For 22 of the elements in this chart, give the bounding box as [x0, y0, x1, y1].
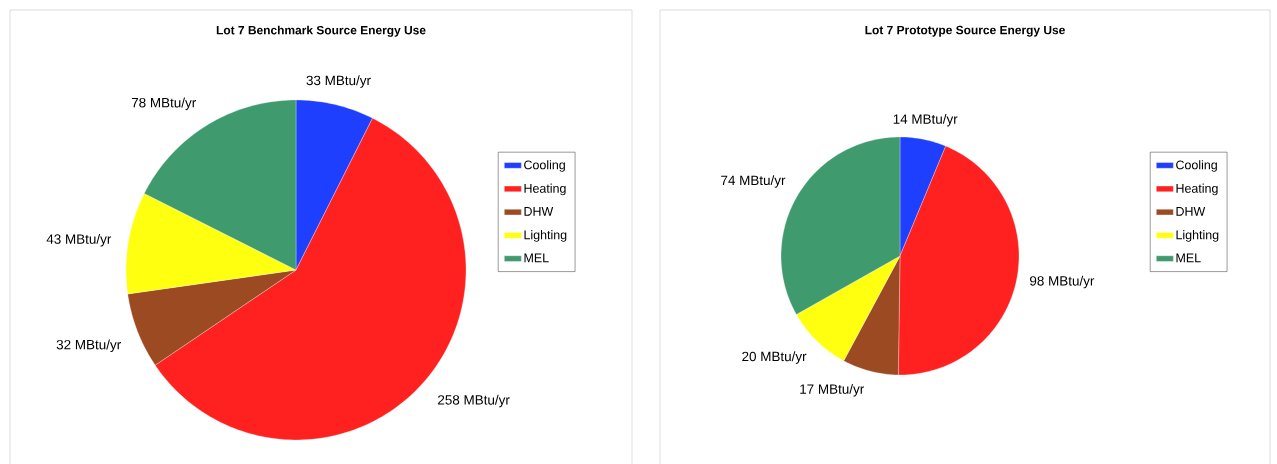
- legend-label: DHW: [524, 207, 554, 216]
- legend-label: Heating: [1176, 183, 1218, 196]
- legend-label: Cooling: [524, 160, 565, 172]
- data-label: 258 MBtu/yr: [438, 394, 510, 408]
- data-label: 20 MBtu/yr: [742, 351, 807, 364]
- data-label: 43 MBtu/yr: [46, 233, 112, 247]
- legend-label: Heating: [524, 183, 566, 196]
- data-label: 32 MBtu/yr: [56, 339, 121, 353]
- data-label: 33 MBtu/yr: [306, 75, 371, 88]
- data-label: 78 MBtu/yr: [131, 97, 196, 111]
- legend-label: Lighting: [1176, 230, 1219, 242]
- chart-title: Lot 7 Prototype Source Energy Use: [865, 25, 1065, 37]
- legend-label: MEL: [524, 253, 549, 263]
- legend-label: DHW: [1176, 207, 1206, 216]
- legend-label: Lighting: [524, 230, 567, 242]
- data-label: 17 MBtu/yr: [800, 383, 865, 397]
- chart-title: Lot 7 Benchmark Source Energy Use: [216, 25, 426, 37]
- data-label: 14 MBtu/yr: [893, 113, 958, 127]
- data-label: 74 MBtu/yr: [721, 175, 786, 188]
- data-label: 98 MBtu/yr: [1030, 275, 1095, 289]
- legend-label: Cooling: [1176, 160, 1217, 172]
- legend-label: MEL: [1176, 253, 1201, 263]
